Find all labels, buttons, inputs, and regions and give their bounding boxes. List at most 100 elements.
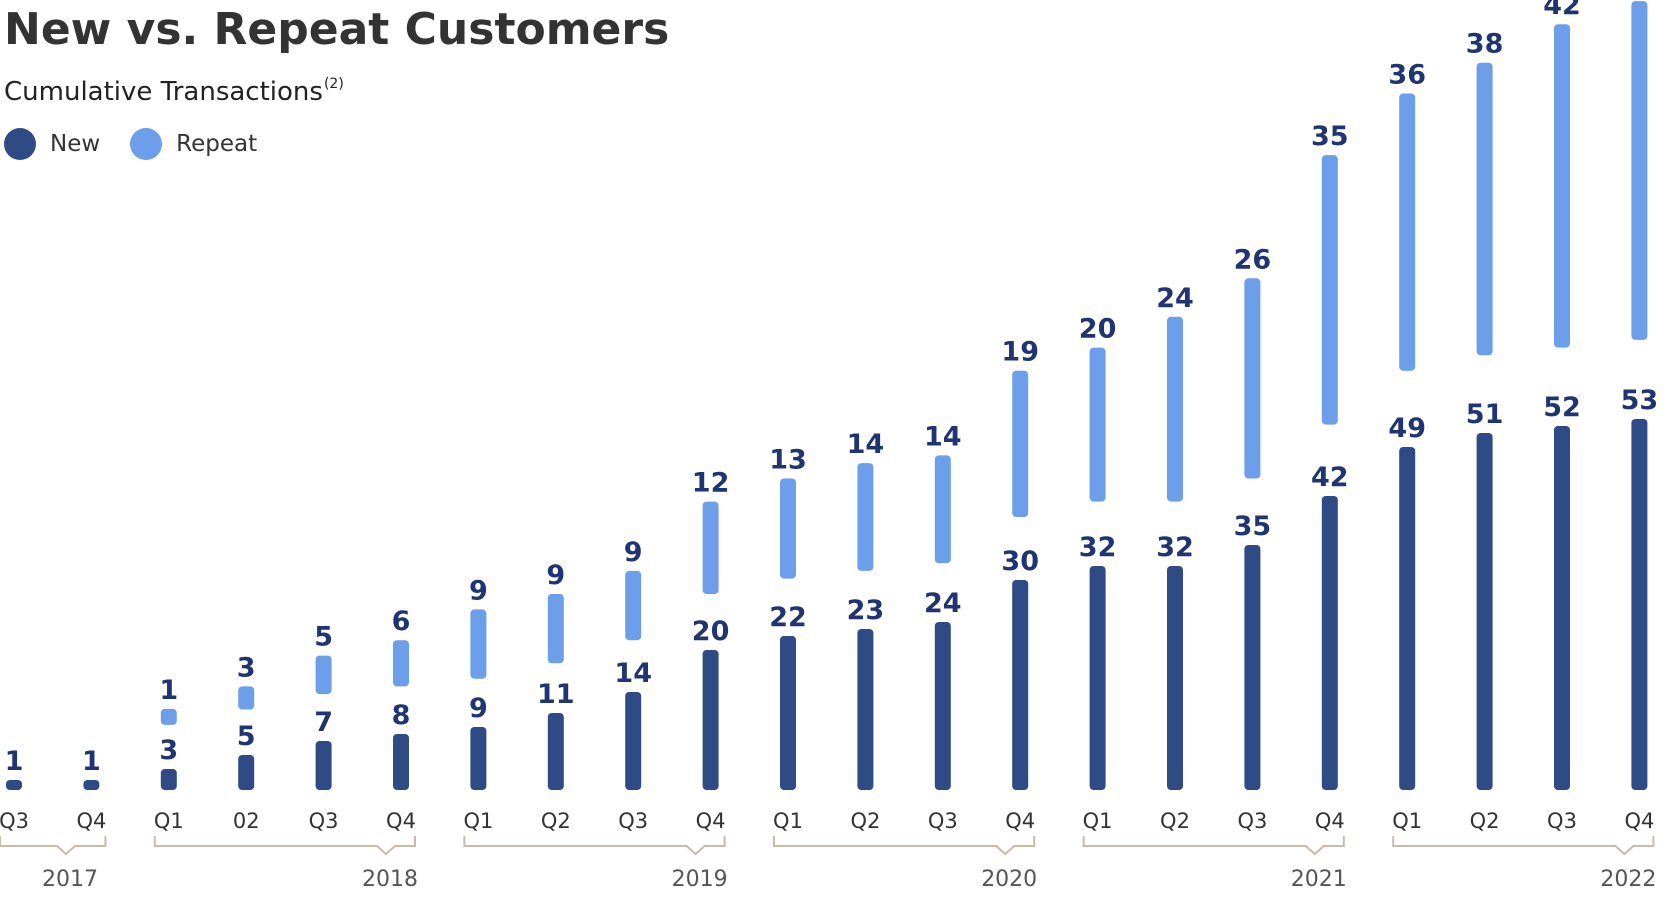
data-label-new: 3	[159, 735, 178, 766]
data-label-repeat: 12	[692, 468, 730, 499]
bar-repeat	[1554, 24, 1570, 348]
data-label-repeat: 38	[1466, 29, 1504, 60]
data-label-new: 8	[392, 700, 411, 731]
year-bracket	[773, 836, 1036, 856]
year-label: 2017	[42, 867, 98, 892]
x-tick-label: Q3	[1547, 809, 1577, 833]
x-tick-label: Q1	[1392, 809, 1422, 833]
year-bracket	[0, 836, 107, 856]
data-label-new: 9	[469, 693, 488, 724]
x-tick-label: Q1	[773, 809, 803, 833]
bar-new	[393, 734, 409, 790]
data-label-repeat: 9	[546, 560, 565, 591]
legend-label-new: New	[50, 131, 101, 157]
bar-repeat	[1399, 93, 1416, 371]
bar-repeat	[702, 501, 719, 594]
x-tick-label: Q3	[0, 809, 29, 833]
x-tick-label: Q3	[309, 809, 339, 833]
data-label-new: 32	[1156, 532, 1194, 563]
legend: New Repeat	[4, 128, 287, 160]
data-label-new: 23	[847, 595, 885, 626]
x-tick-label: Q4	[76, 809, 106, 833]
bar-repeat	[1631, 1, 1648, 340]
bar-repeat	[1321, 155, 1338, 425]
bar-new	[934, 622, 951, 790]
x-tick-label: Q3	[618, 809, 648, 833]
data-label-new: 53	[1621, 385, 1659, 416]
year-label: 2022	[1600, 867, 1656, 892]
legend-swatch-new	[4, 128, 36, 160]
x-tick-label: Q4	[1624, 809, 1654, 833]
bar-new	[780, 636, 796, 790]
bar-repeat	[1089, 347, 1106, 502]
data-label-repeat: 9	[469, 575, 488, 606]
data-label-new: 51	[1466, 399, 1504, 430]
data-label-repeat: 3	[237, 652, 256, 683]
bar-new	[83, 780, 100, 790]
bar-repeat	[625, 570, 642, 641]
bar-repeat	[1167, 316, 1183, 502]
year-bracket	[463, 836, 726, 856]
year-bracket	[153, 836, 416, 856]
data-label-new: 11	[537, 679, 575, 710]
bar-repeat	[160, 708, 177, 725]
data-label-new: 1	[5, 746, 24, 777]
bar-new	[1244, 545, 1261, 790]
bar-repeat	[315, 655, 332, 695]
bar-new	[1399, 447, 1416, 790]
x-tick-label: Q1	[154, 809, 184, 833]
x-tick-label: Q3	[1237, 809, 1267, 833]
bar-repeat	[1244, 278, 1261, 479]
legend-item-new: New	[4, 128, 100, 160]
data-label-new: 5	[237, 721, 256, 752]
bar-repeat	[393, 640, 409, 687]
bar-new	[1554, 426, 1570, 790]
data-label-new: 52	[1543, 392, 1581, 423]
year-label: 2019	[672, 867, 728, 892]
year-label: 2020	[981, 867, 1037, 892]
data-label-new: 7	[314, 707, 333, 738]
data-label-repeat: 19	[1001, 337, 1039, 368]
bar-new	[1631, 419, 1648, 790]
x-tick-label: Q4	[1315, 809, 1345, 833]
bar-repeat	[470, 609, 487, 679]
x-tick-label: Q2	[850, 809, 880, 833]
data-label-new: 24	[924, 588, 962, 619]
data-label-new: 20	[692, 616, 730, 647]
x-tick-label: Q2	[541, 809, 571, 833]
bar-new	[470, 727, 487, 790]
bar-repeat	[857, 463, 874, 571]
legend-swatch-repeat	[130, 128, 163, 160]
legend-label-repeat: Repeat	[176, 131, 258, 157]
data-label-repeat: 5	[314, 622, 333, 653]
subtitle-text: Cumulative Transactions	[4, 77, 323, 107]
data-label-repeat: 13	[769, 445, 807, 476]
x-tick-label: Q2	[1160, 809, 1190, 833]
data-label-repeat: 6	[392, 606, 411, 637]
data-label-repeat: 20	[1079, 314, 1117, 345]
bar-new	[160, 769, 177, 790]
x-tick-label: Q2	[1470, 809, 1500, 833]
data-label-repeat: 14	[847, 429, 885, 460]
data-label-new: 1	[82, 746, 101, 777]
data-label-new: 30	[1001, 546, 1039, 577]
legend-item-repeat: Repeat	[130, 128, 257, 160]
data-label-repeat: 35	[1311, 121, 1349, 152]
bar-repeat	[238, 686, 255, 710]
data-label-repeat: 14	[924, 421, 962, 452]
x-tick-label: Q4	[1005, 809, 1035, 833]
data-label-new: 35	[1234, 511, 1272, 542]
x-tick-label: Q4	[386, 809, 416, 833]
bar-repeat	[780, 478, 796, 579]
bar-repeat	[1476, 62, 1493, 356]
bar-new	[1167, 566, 1183, 790]
bar-repeat	[934, 455, 951, 564]
year-bracket	[1082, 836, 1345, 856]
bar-new	[1012, 580, 1029, 790]
data-label-new: 14	[614, 658, 652, 689]
data-label-new: 49	[1388, 413, 1426, 444]
bar-new	[1089, 566, 1106, 790]
data-label-repeat: 26	[1234, 244, 1272, 275]
bar-new	[857, 629, 874, 790]
chart-subtitle: Cumulative Transactions(2)	[4, 76, 344, 107]
